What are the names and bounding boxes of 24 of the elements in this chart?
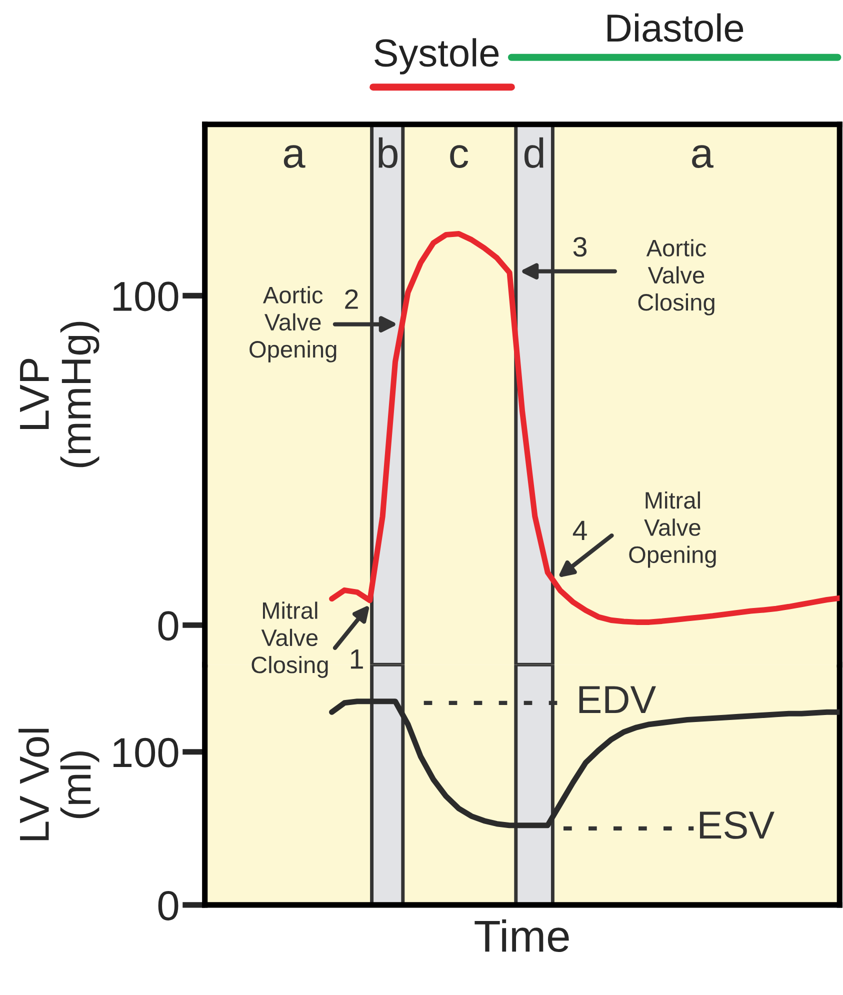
annotation: a: [692, 145, 714, 168]
text: Systole: [374, 38, 499, 74]
annotation: Aortic Valve Opening: [250, 286, 336, 362]
y-axis-title: LV Vol (ml): [18, 728, 100, 840]
x-axis-title: Time: [474, 919, 569, 952]
annotation: 4: [572, 520, 587, 540]
ref-line-label: ESV: [700, 811, 774, 839]
annotation: 3: [573, 236, 587, 257]
y-tick-label: 100: [114, 282, 178, 312]
y-tick-label: 100: [114, 738, 178, 768]
annotation: b: [378, 137, 398, 168]
annotation: d: [524, 137, 544, 168]
annotation: Aortic Valve Closing: [638, 239, 714, 316]
y-tick-label: 0: [158, 611, 178, 641]
annotation: 1: [350, 649, 363, 669]
annotation: Mitral Valve Opening: [629, 491, 716, 568]
text: Diastole: [608, 13, 744, 42]
y-tick-label: 0: [158, 890, 178, 920]
annotation: a: [284, 145, 306, 168]
annotation: Mitral Valve Closing: [252, 602, 328, 678]
ref-line-label: EDV: [579, 686, 656, 713]
annotation: c: [450, 145, 468, 168]
annotation: 2: [345, 289, 358, 309]
y-axis-title: LVP (mmHg): [20, 322, 100, 468]
